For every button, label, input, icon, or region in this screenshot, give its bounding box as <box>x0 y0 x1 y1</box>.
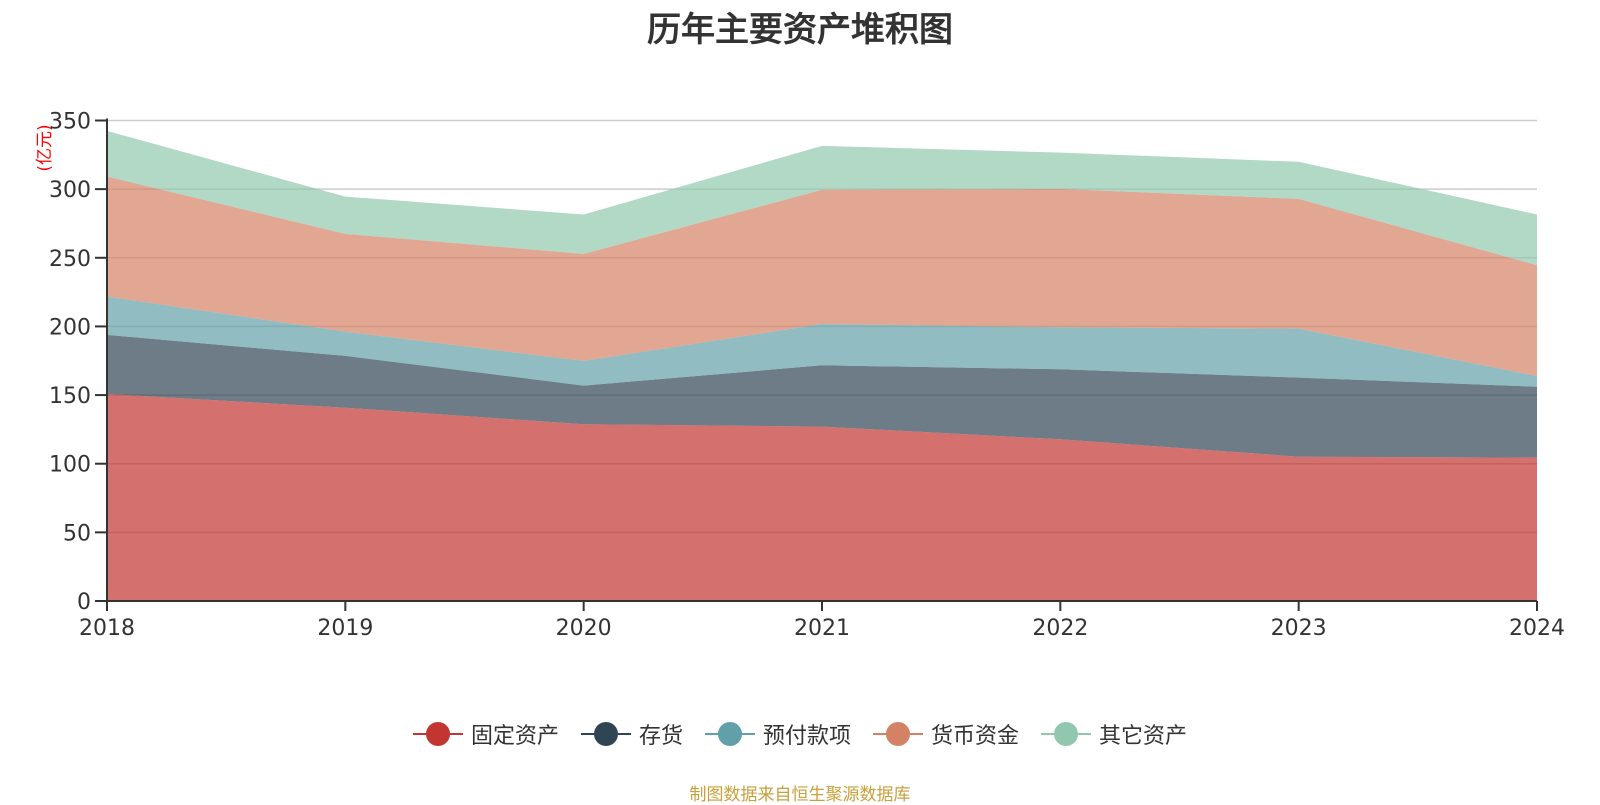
legend-label: 存货 <box>639 718 683 750</box>
x-tick-label-2019: 2019 <box>317 616 373 641</box>
legend-label: 预付款项 <box>763 718 851 750</box>
x-tick-label-2021: 2021 <box>794 616 850 641</box>
y-axis-unit-label: (亿元) <box>35 124 55 171</box>
legend-marker-icon <box>873 721 923 747</box>
source-note: 制图数据来自恒生聚源数据库 <box>0 780 1600 805</box>
y-tick-label-200: 200 <box>49 315 91 340</box>
legend-dot <box>1054 722 1078 746</box>
legend-marker-icon <box>1041 721 1091 747</box>
area-layer <box>107 131 1537 601</box>
x-tick-label-2023: 2023 <box>1271 616 1327 641</box>
legend-item-2[interactable]: 预付款项 <box>705 718 851 750</box>
x-tick-label-2020: 2020 <box>556 616 612 641</box>
legend-label: 货币资金 <box>931 718 1019 750</box>
legend-marker-icon <box>413 721 463 747</box>
y-tick-label-0: 0 <box>77 590 91 615</box>
legend-dot <box>594 722 618 746</box>
x-tick-label-2018: 2018 <box>79 616 135 641</box>
x-tick-label-2024: 2024 <box>1509 616 1565 641</box>
legend-dot <box>718 722 742 746</box>
legend-item-1[interactable]: 存货 <box>581 718 683 750</box>
y-tick-label-150: 150 <box>49 384 91 409</box>
legend-dot <box>886 722 910 746</box>
legend-label: 其它资产 <box>1099 718 1187 750</box>
legend-item-4[interactable]: 其它资产 <box>1041 718 1187 750</box>
y-tick-label-250: 250 <box>49 247 91 272</box>
y-tick-label-300: 300 <box>49 178 91 203</box>
legend-item-3[interactable]: 货币资金 <box>873 718 1019 750</box>
legend-marker-icon <box>705 721 755 747</box>
legend-label: 固定资产 <box>471 718 559 750</box>
y-tick-label-350: 350 <box>49 110 91 135</box>
y-tick-label-50: 50 <box>63 521 91 546</box>
legend-dot <box>426 722 450 746</box>
y-tick-label-100: 100 <box>49 453 91 478</box>
legend-item-0[interactable]: 固定资产 <box>413 718 559 750</box>
legend-marker-icon <box>581 721 631 747</box>
legend: 固定资产 存货 预付款项 货币资金 其它资产 <box>0 718 1600 750</box>
x-tick-label-2022: 2022 <box>1032 616 1088 641</box>
